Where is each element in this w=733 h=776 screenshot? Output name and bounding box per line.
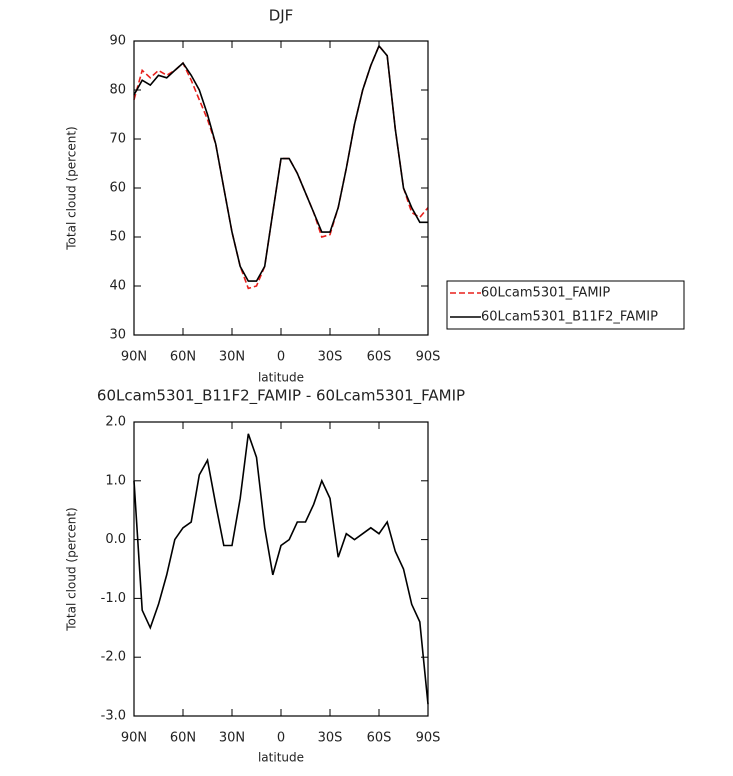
data-line: [133, 433, 429, 705]
data-line: [133, 44, 428, 282]
y-tick-label: 2.0: [105, 415, 126, 430]
x-tick-label: 0: [277, 350, 285, 365]
y-tick-label: 0.0: [105, 532, 126, 547]
x-tick-label: 60N: [170, 350, 196, 365]
data-line: [133, 44, 429, 290]
x-axis-label: latitude: [258, 371, 304, 385]
y-axis-label: Total cloud (percent): [65, 507, 79, 631]
y-tick-label: -3.0: [101, 709, 126, 724]
y-tick-label: 50: [109, 230, 126, 245]
y-axis-label: Total cloud (percent): [65, 126, 79, 250]
y-tick-label: 80: [109, 83, 126, 98]
x-tick-label: 60S: [367, 350, 392, 365]
y-tick-label: -1.0: [101, 591, 126, 606]
legend-label: 60Lcam5301_B11F2_FAMIP: [481, 310, 658, 325]
chart-title: DJF: [269, 7, 294, 25]
legend-label: 60Lcam5301_FAMIP: [481, 286, 610, 301]
x-tick-label: 30N: [219, 731, 245, 746]
plot-frame: [133, 40, 429, 336]
y-tick-label: 60: [109, 181, 126, 196]
x-tick-label: 90N: [121, 731, 147, 746]
x-tick-label: 90S: [416, 350, 441, 365]
y-tick-label: 40: [109, 279, 126, 294]
y-tick-label: 30: [109, 328, 126, 343]
x-tick-label: 0: [277, 731, 285, 746]
x-tick-label: 30S: [318, 731, 343, 746]
x-tick-label: 90N: [121, 350, 147, 365]
x-tick-label: 90S: [416, 731, 441, 746]
x-tick-label: 30N: [219, 350, 245, 365]
x-tick-label: 60N: [170, 731, 196, 746]
x-tick-label: 30S: [318, 350, 343, 365]
x-tick-label: 60S: [367, 731, 392, 746]
y-tick-label: -2.0: [101, 650, 126, 665]
y-tick-label: 70: [109, 132, 126, 147]
chart-title: 60Lcam5301_B11F2_FAMIP - 60Lcam5301_FAMI…: [97, 387, 465, 406]
x-axis-label: latitude: [258, 751, 304, 765]
y-tick-label: 90: [109, 34, 126, 49]
legend-box: [446, 280, 685, 330]
plot-frame: [133, 421, 429, 717]
y-tick-label: 1.0: [105, 473, 126, 488]
